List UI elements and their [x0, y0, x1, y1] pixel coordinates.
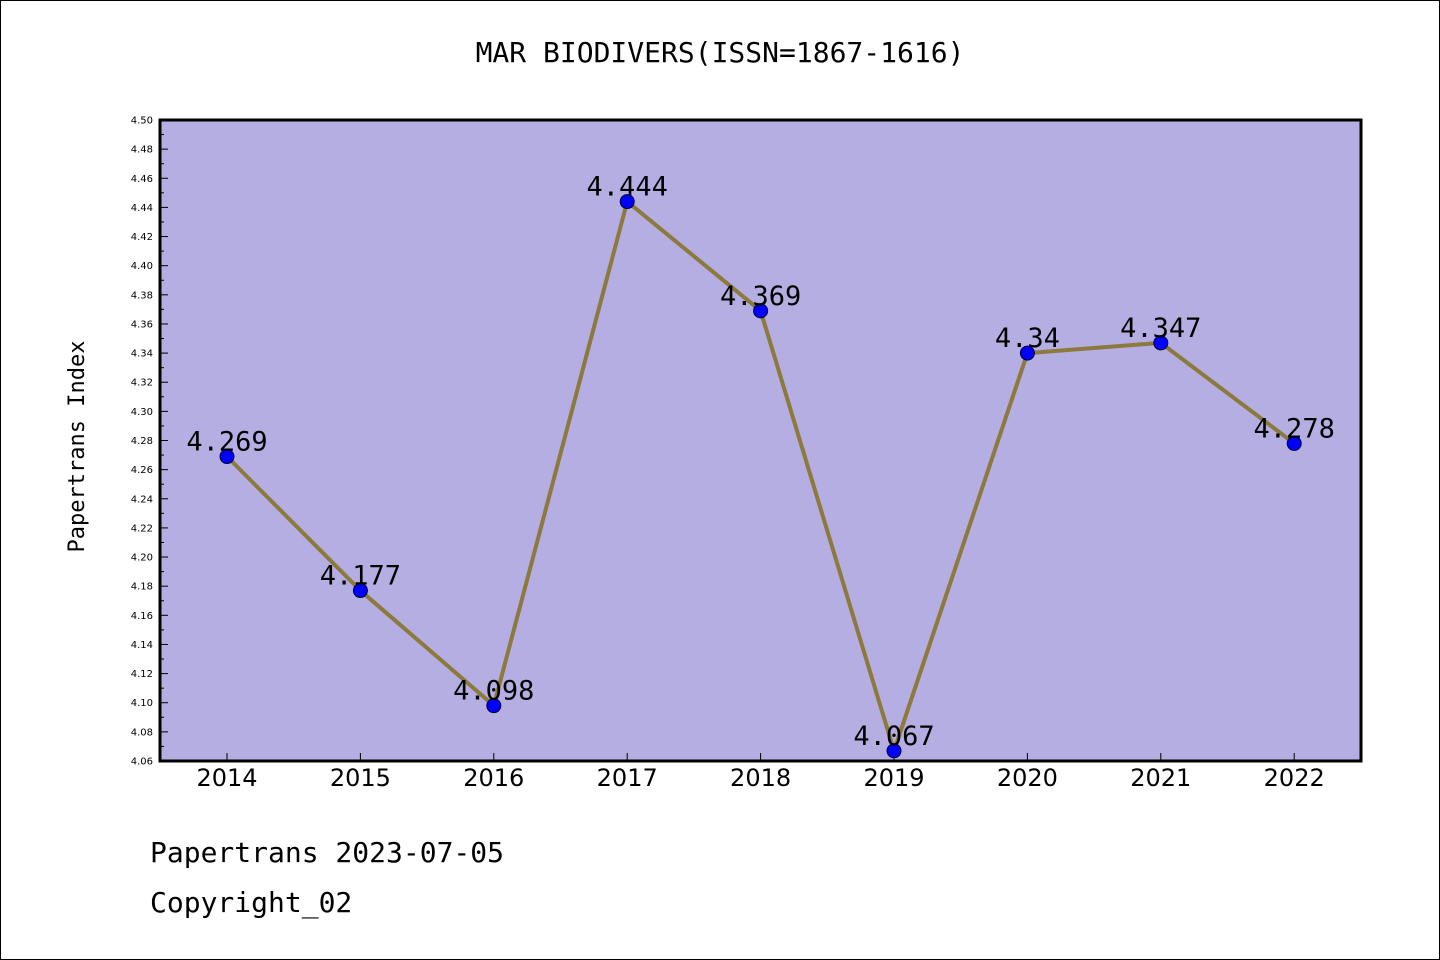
y-tick-label: 4.18 [131, 582, 153, 593]
data-label: 4.098 [453, 676, 534, 707]
y-tick-label: 4.46 [131, 174, 153, 185]
y-tick-label: 4.10 [131, 698, 153, 709]
data-label: 4.347 [1120, 313, 1201, 344]
y-tick-label: 4.26 [131, 465, 153, 476]
y-tick-label: 4.36 [131, 319, 153, 330]
data-point-marker [753, 303, 769, 319]
y-tick-label: 4.34 [131, 349, 153, 360]
data-label: 4.269 [186, 427, 267, 458]
data-label-group: 4.269 4.177 4.098 4.444 4.369 4.067 4.34 4.347 4… [186, 172, 1334, 752]
marker-group [219, 194, 1302, 759]
y-tick-label: 4.28 [131, 436, 153, 447]
data-point-marker [886, 743, 902, 759]
y-tick-label: 4.08 [131, 727, 153, 738]
data-point-marker [1286, 435, 1302, 451]
x-tick-label: 2020 [997, 764, 1058, 792]
data-label: 4.444 [587, 172, 668, 203]
plot-area [160, 120, 1361, 761]
data-point-marker [619, 194, 635, 210]
y-tick-label: 4.50 [131, 116, 153, 127]
x-tick-label: 2014 [196, 764, 257, 792]
y-tick-label: 4.30 [131, 407, 153, 418]
data-point-marker [352, 583, 368, 599]
y-tick-label: 4.40 [131, 261, 153, 272]
data-label: 4.278 [1254, 413, 1335, 444]
y-tick-label: 4.22 [131, 523, 153, 534]
data-label: 4.067 [853, 721, 934, 752]
y-tick-label: 4.48 [131, 145, 153, 156]
y-tick-label: 4.38 [131, 290, 153, 301]
data-label: 4.34 [995, 323, 1060, 354]
footer-date-line: Papertrans 2023-07-05 [150, 836, 505, 869]
x-tick-label: 2021 [1130, 764, 1191, 792]
x-tick-label: 2022 [1264, 764, 1325, 792]
x-tick-label: 2016 [463, 764, 524, 792]
y-tick-label: 4.12 [131, 669, 153, 680]
y-tick-label: 4.44 [131, 203, 153, 214]
y-tick-label: 4.24 [131, 494, 153, 505]
data-label: 4.177 [320, 561, 401, 592]
data-point-marker [1153, 335, 1169, 351]
chart-title: MAR BIODIVERS(ISSN=1867-1616) [475, 36, 965, 69]
x-tick-label: 2018 [730, 764, 791, 792]
plot-border [158, 118, 1363, 763]
x-tick-label: 2015 [330, 764, 391, 792]
y-tick-label: 4.14 [131, 640, 153, 651]
y-axis-ticks: 4.06 4.08 4.10 4.12 4.14 4.16 4.18 4.20 4.22 4.24… [131, 116, 168, 768]
data-point-marker [486, 698, 502, 714]
y-tick-label: 4.06 [131, 757, 153, 768]
y-tick-label: 4.42 [131, 232, 153, 243]
y-axis-title: Papertrans Index [65, 341, 90, 553]
data-point-marker [1019, 345, 1035, 361]
y-tick-label: 4.20 [131, 553, 153, 564]
x-tick-label: 2017 [597, 764, 658, 792]
footer-copyright-line: Copyright_02 [150, 886, 353, 919]
y-tick-label: 4.32 [131, 378, 153, 389]
x-tick-label: 2019 [863, 764, 924, 792]
y-tick-label: 4.16 [131, 611, 153, 622]
x-axis-ticks: 2014 2015 2016 2017 2018 2019 2020 2021 2022 [196, 753, 1325, 792]
data-point-marker [219, 449, 235, 465]
data-label: 4.369 [720, 281, 801, 312]
